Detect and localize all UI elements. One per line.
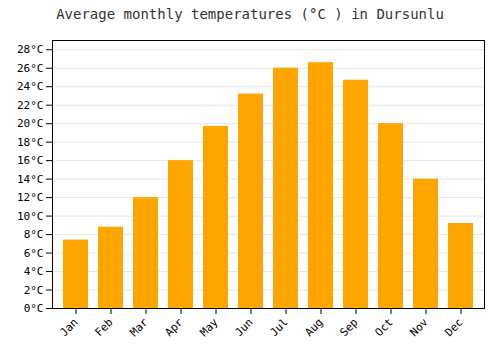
svg-text:Feb: Feb — [92, 316, 115, 339]
svg-text:14°C: 14°C — [17, 173, 44, 186]
html-text:Average monthly temperatures (: Average monthly temperatures (°C ) in Du… — [56, 6, 444, 22]
svg-text:Jun: Jun — [232, 316, 255, 339]
svg-text:26°C: 26°C — [17, 62, 44, 75]
svg-text:28°C: 28°C — [17, 43, 44, 56]
svg-text:Apr: Apr — [162, 315, 186, 339]
svg-text:16°C: 16°C — [17, 154, 44, 167]
svg-text:Mar: Mar — [127, 315, 151, 339]
svg-text:24°C: 24°C — [17, 80, 44, 93]
svg-text:Dec: Dec — [442, 316, 465, 339]
svg-text:May: May — [197, 315, 221, 339]
svg-text:Jul: Jul — [267, 316, 290, 339]
svg-text:10°C: 10°C — [17, 210, 44, 223]
svg-text:0°C: 0°C — [24, 302, 44, 315]
svg-text:6°C: 6°C — [24, 247, 44, 260]
svg-text:20°C: 20°C — [17, 117, 44, 130]
svg-text:Aug: Aug — [302, 316, 325, 339]
svg-text:4°C: 4°C — [24, 265, 44, 278]
svg-text:12°C: 12°C — [17, 191, 44, 204]
svg-text:Oct: Oct — [372, 316, 395, 339]
svg-text:Sep: Sep — [337, 316, 360, 339]
svg-text:22°C: 22°C — [17, 99, 44, 112]
svg-text:18°C: 18°C — [17, 136, 44, 149]
svg-text:2°C: 2°C — [24, 284, 44, 297]
svg-text:Jan: Jan — [57, 316, 80, 339]
svg-text:8°C: 8°C — [24, 228, 44, 241]
svg-text:Nov: Nov — [407, 315, 431, 339]
